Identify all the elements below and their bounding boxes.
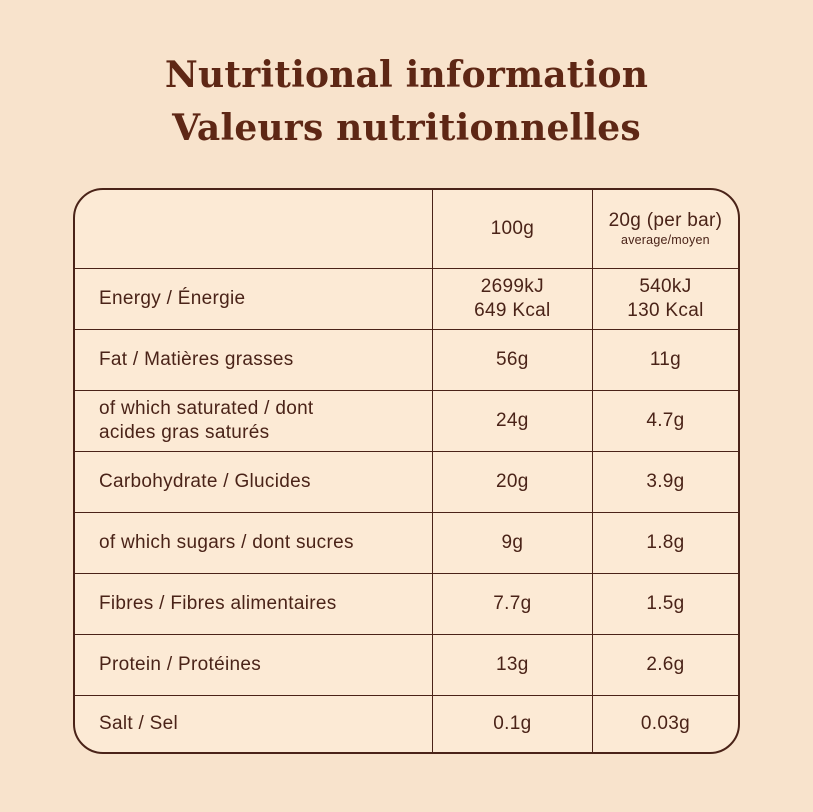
nutrient-label-carbohydrate: Carbohydrate / Glucides (75, 451, 433, 512)
header-col-100g: 100g (433, 190, 593, 268)
header-col-per-bar-subtitle: average/moyen (621, 233, 710, 247)
nutrient-label-protein: Protein / Protéines (75, 634, 433, 695)
nutrient-label-energy: Energy / Énergie (75, 268, 433, 329)
value-per-bar-saturated: 4.7g (592, 390, 738, 451)
value-100g-sugars: 9g (432, 512, 593, 573)
nutrient-label-sugars: of which sugars / dont sucres (75, 512, 433, 573)
header-col-per-bar: 20g (per bar) average/moyen (593, 190, 738, 268)
value-per-bar-fibres: 1.5g (592, 573, 738, 634)
value-per-bar-fat: 11g (592, 329, 738, 390)
page-title-fr: Valeurs nutritionnelles (172, 107, 641, 149)
nutrient-label-salt: Salt / Sel (75, 695, 433, 752)
header-col-100g-label: 100g (490, 218, 535, 239)
value-per-bar-carbohydrate: 3.9g (592, 451, 738, 512)
value-100g-saturated: 24g (432, 390, 593, 451)
value-100g-salt: 0.1g (432, 695, 593, 752)
value-100g-protein: 13g (432, 634, 593, 695)
page-title-en: Nutritional information (164, 54, 649, 96)
value-100g-fibres: 7.7g (432, 573, 593, 634)
value-per-bar-salt: 0.03g (592, 695, 738, 752)
value-per-bar-protein: 2.6g (592, 634, 738, 695)
value-100g-fat: 56g (432, 329, 593, 390)
header-spacer-cell (75, 190, 433, 268)
value-100g-energy: 2699kJ 649 Kcal (432, 268, 593, 329)
value-per-bar-energy: 540kJ 130 Kcal (592, 268, 738, 329)
nutrient-label-saturated: of which saturated / dont acides gras sa… (75, 390, 433, 451)
nutrition-table: 100g 20g (per bar) average/moyen Energy … (73, 188, 740, 754)
nutrition-table-grid: 100g 20g (per bar) average/moyen Energy … (75, 190, 738, 752)
header-col-per-bar-label: 20g (per bar) (608, 210, 723, 231)
nutrient-label-fat: Fat / Matières grasses (75, 329, 433, 390)
value-100g-carbohydrate: 20g (432, 451, 593, 512)
nutrient-label-fibres: Fibres / Fibres alimentaires (75, 573, 433, 634)
value-per-bar-sugars: 1.8g (592, 512, 738, 573)
page-title: Nutritional information Valeurs nutritio… (0, 49, 813, 155)
